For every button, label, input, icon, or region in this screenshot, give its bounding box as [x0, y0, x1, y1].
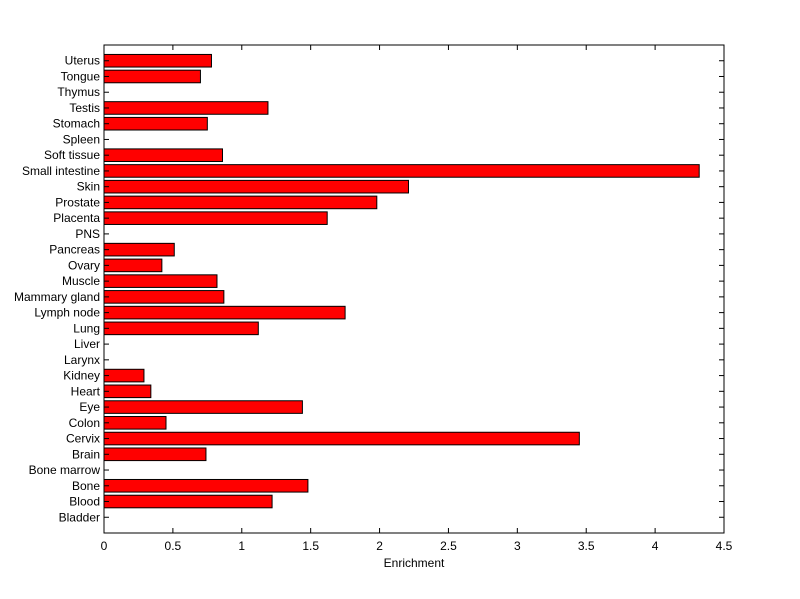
y-tick-label-cervix: Cervix [66, 432, 100, 446]
bar-kidney [103, 368, 145, 383]
x-tick-label-2: 2 [376, 539, 383, 553]
bar-muscle [103, 274, 218, 288]
y-tick-label-pancreas: Pancreas [49, 243, 100, 257]
x-tick-label-0-5: 0.5 [165, 539, 182, 553]
y-tick-label-soft-tissue: Soft tissue [44, 148, 100, 162]
y-tick-label-lung: Lung [73, 321, 100, 335]
x-tick-label-1-5: 1.5 [302, 539, 319, 553]
y-tick-label-bone: Bone [72, 479, 100, 493]
bar-small-intestine [103, 164, 700, 178]
ticks-layer [103, 45, 725, 533]
bar-skin [103, 179, 409, 194]
x-tick-label-3: 3 [514, 539, 521, 553]
y-tick-label-pns: PNS [75, 227, 100, 241]
bar-lung [103, 321, 259, 336]
bar-soft-tissue [103, 148, 223, 162]
bar-uterus [103, 53, 212, 68]
y-tick-label-placenta: Placenta [53, 211, 100, 225]
bar-bone [103, 478, 309, 493]
bar-cervix [103, 431, 580, 446]
y-tick-label-prostate: Prostate [55, 195, 100, 209]
y-tick-label-heart: Heart [71, 384, 101, 398]
y-tick-label-thymus: Thymus [57, 85, 100, 99]
y-tick-label-stomach: Stomach [53, 117, 100, 131]
bar-ovary [103, 258, 163, 273]
bar-testis [103, 101, 269, 115]
x-tick-label-1: 1 [238, 539, 245, 553]
x-tick-label-2-5: 2.5 [440, 539, 457, 553]
bar-pancreas [103, 242, 175, 257]
y-tick-label-larynx: Larynx [64, 353, 100, 367]
y-tick-label-bladder: Bladder [59, 510, 100, 524]
y-tick-label-spleen: Spleen [63, 132, 100, 146]
y-tick-label-ovary: Ovary [68, 258, 100, 272]
y-tick-label-lymph-node: Lymph node [34, 306, 100, 320]
y-tick-label-uterus: Uterus [65, 54, 100, 68]
y-tick-label-liver: Liver [74, 337, 100, 351]
y-tick-label-muscle: Muscle [62, 274, 100, 288]
bar-lymph-node [103, 305, 346, 320]
x-axis-title: Enrichment [384, 556, 445, 570]
bar-eye [103, 400, 303, 414]
bar-placenta [103, 211, 328, 225]
y-tick-label-tongue: Tongue [61, 69, 101, 83]
bar-prostate [103, 195, 378, 210]
x-tick-label-4-5: 4.5 [716, 539, 733, 553]
x-tick-label-4: 4 [652, 539, 659, 553]
y-tick-label-colon: Colon [69, 416, 100, 430]
y-tick-label-kidney: Kidney [63, 369, 100, 383]
bar-blood [103, 494, 273, 509]
bar-colon [103, 416, 167, 430]
y-tick-label-mammary-gland: Mammary gland [14, 290, 100, 304]
plot-frame [103, 44, 725, 534]
y-tick-label-blood: Blood [69, 495, 100, 509]
bar-heart [103, 384, 152, 399]
bar-mammary-gland [103, 290, 225, 304]
y-tick-label-eye: Eye [79, 400, 100, 414]
bar-brain [103, 447, 207, 462]
bar-stomach [103, 116, 208, 131]
y-tick-label-bone-marrow: Bone marrow [29, 463, 101, 477]
x-tick-label-3-5: 3.5 [578, 539, 595, 553]
bars-layer [103, 53, 700, 509]
y-tick-label-brain: Brain [72, 447, 100, 461]
y-tick-label-small-intestine: Small intestine [22, 164, 100, 178]
bar-tongue [103, 69, 201, 84]
x-tick-label-0: 0 [101, 539, 108, 553]
y-tick-label-testis: Testis [69, 101, 100, 115]
y-tick-label-skin: Skin [77, 180, 100, 194]
